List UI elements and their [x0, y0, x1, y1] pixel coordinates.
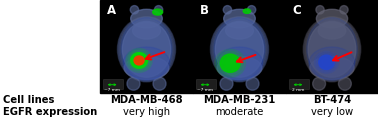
Ellipse shape: [130, 52, 148, 69]
Ellipse shape: [246, 77, 259, 90]
Ellipse shape: [130, 6, 139, 14]
Ellipse shape: [122, 21, 171, 78]
Text: A: A: [107, 4, 116, 17]
Ellipse shape: [133, 22, 160, 39]
Ellipse shape: [219, 53, 241, 73]
Ellipse shape: [122, 21, 171, 77]
Text: BT-474: BT-474: [313, 95, 351, 105]
Ellipse shape: [320, 56, 333, 68]
Ellipse shape: [309, 47, 355, 79]
Ellipse shape: [212, 18, 267, 81]
Ellipse shape: [226, 22, 254, 39]
Ellipse shape: [338, 77, 351, 90]
Ellipse shape: [118, 17, 175, 82]
Ellipse shape: [316, 9, 348, 28]
Ellipse shape: [154, 6, 163, 14]
Ellipse shape: [322, 58, 332, 67]
Ellipse shape: [222, 56, 239, 71]
Ellipse shape: [340, 6, 348, 14]
Ellipse shape: [248, 6, 256, 14]
Ellipse shape: [217, 51, 243, 75]
Ellipse shape: [223, 6, 232, 14]
Bar: [100, 0, 193, 93]
Ellipse shape: [216, 47, 263, 79]
Ellipse shape: [153, 9, 163, 15]
Bar: [286, 0, 378, 93]
Text: MDA-MB-468: MDA-MB-468: [110, 95, 183, 105]
Text: moderate: moderate: [215, 107, 264, 117]
Ellipse shape: [126, 49, 152, 72]
Ellipse shape: [214, 19, 265, 79]
Ellipse shape: [224, 9, 255, 28]
Text: B: B: [200, 4, 209, 17]
Ellipse shape: [318, 55, 335, 70]
Ellipse shape: [215, 49, 246, 77]
Ellipse shape: [123, 47, 170, 79]
Ellipse shape: [127, 77, 140, 90]
Ellipse shape: [243, 9, 251, 13]
Bar: [193, 0, 286, 93]
Ellipse shape: [134, 56, 144, 65]
Ellipse shape: [213, 19, 266, 80]
Bar: [196, 79, 216, 89]
Ellipse shape: [121, 19, 172, 79]
Ellipse shape: [313, 77, 325, 90]
Text: ~7 mm: ~7 mm: [104, 88, 120, 92]
Ellipse shape: [305, 19, 358, 80]
Ellipse shape: [310, 56, 354, 79]
Text: ~7 mm: ~7 mm: [197, 88, 213, 92]
Ellipse shape: [308, 21, 356, 78]
Ellipse shape: [131, 9, 162, 28]
Ellipse shape: [220, 77, 233, 90]
Bar: [103, 79, 123, 89]
Ellipse shape: [211, 17, 268, 82]
Ellipse shape: [120, 19, 173, 80]
Ellipse shape: [121, 18, 172, 81]
Ellipse shape: [132, 54, 146, 67]
Ellipse shape: [304, 18, 359, 81]
Text: 2 mm: 2 mm: [292, 88, 304, 92]
Text: Cell lines: Cell lines: [3, 95, 54, 105]
Ellipse shape: [119, 18, 174, 81]
Ellipse shape: [215, 21, 264, 77]
Text: very high: very high: [123, 107, 170, 117]
Ellipse shape: [220, 54, 240, 72]
Ellipse shape: [316, 6, 324, 14]
Bar: [289, 79, 309, 89]
Ellipse shape: [215, 21, 264, 78]
Ellipse shape: [134, 56, 144, 65]
Text: C: C: [293, 4, 301, 17]
Text: MDA-MB-231: MDA-MB-231: [203, 95, 276, 105]
Ellipse shape: [314, 51, 339, 73]
Ellipse shape: [128, 50, 150, 71]
Ellipse shape: [124, 56, 169, 79]
Ellipse shape: [308, 21, 356, 77]
Ellipse shape: [131, 53, 147, 68]
Ellipse shape: [316, 53, 337, 72]
Ellipse shape: [307, 19, 357, 79]
Ellipse shape: [307, 18, 357, 81]
Ellipse shape: [318, 22, 346, 39]
Ellipse shape: [214, 18, 265, 81]
Ellipse shape: [319, 55, 334, 69]
Text: very low: very low: [311, 107, 353, 117]
Text: EGFR expression: EGFR expression: [3, 107, 97, 117]
Ellipse shape: [224, 58, 236, 69]
Ellipse shape: [153, 77, 166, 90]
Ellipse shape: [217, 56, 262, 79]
Ellipse shape: [303, 17, 361, 82]
